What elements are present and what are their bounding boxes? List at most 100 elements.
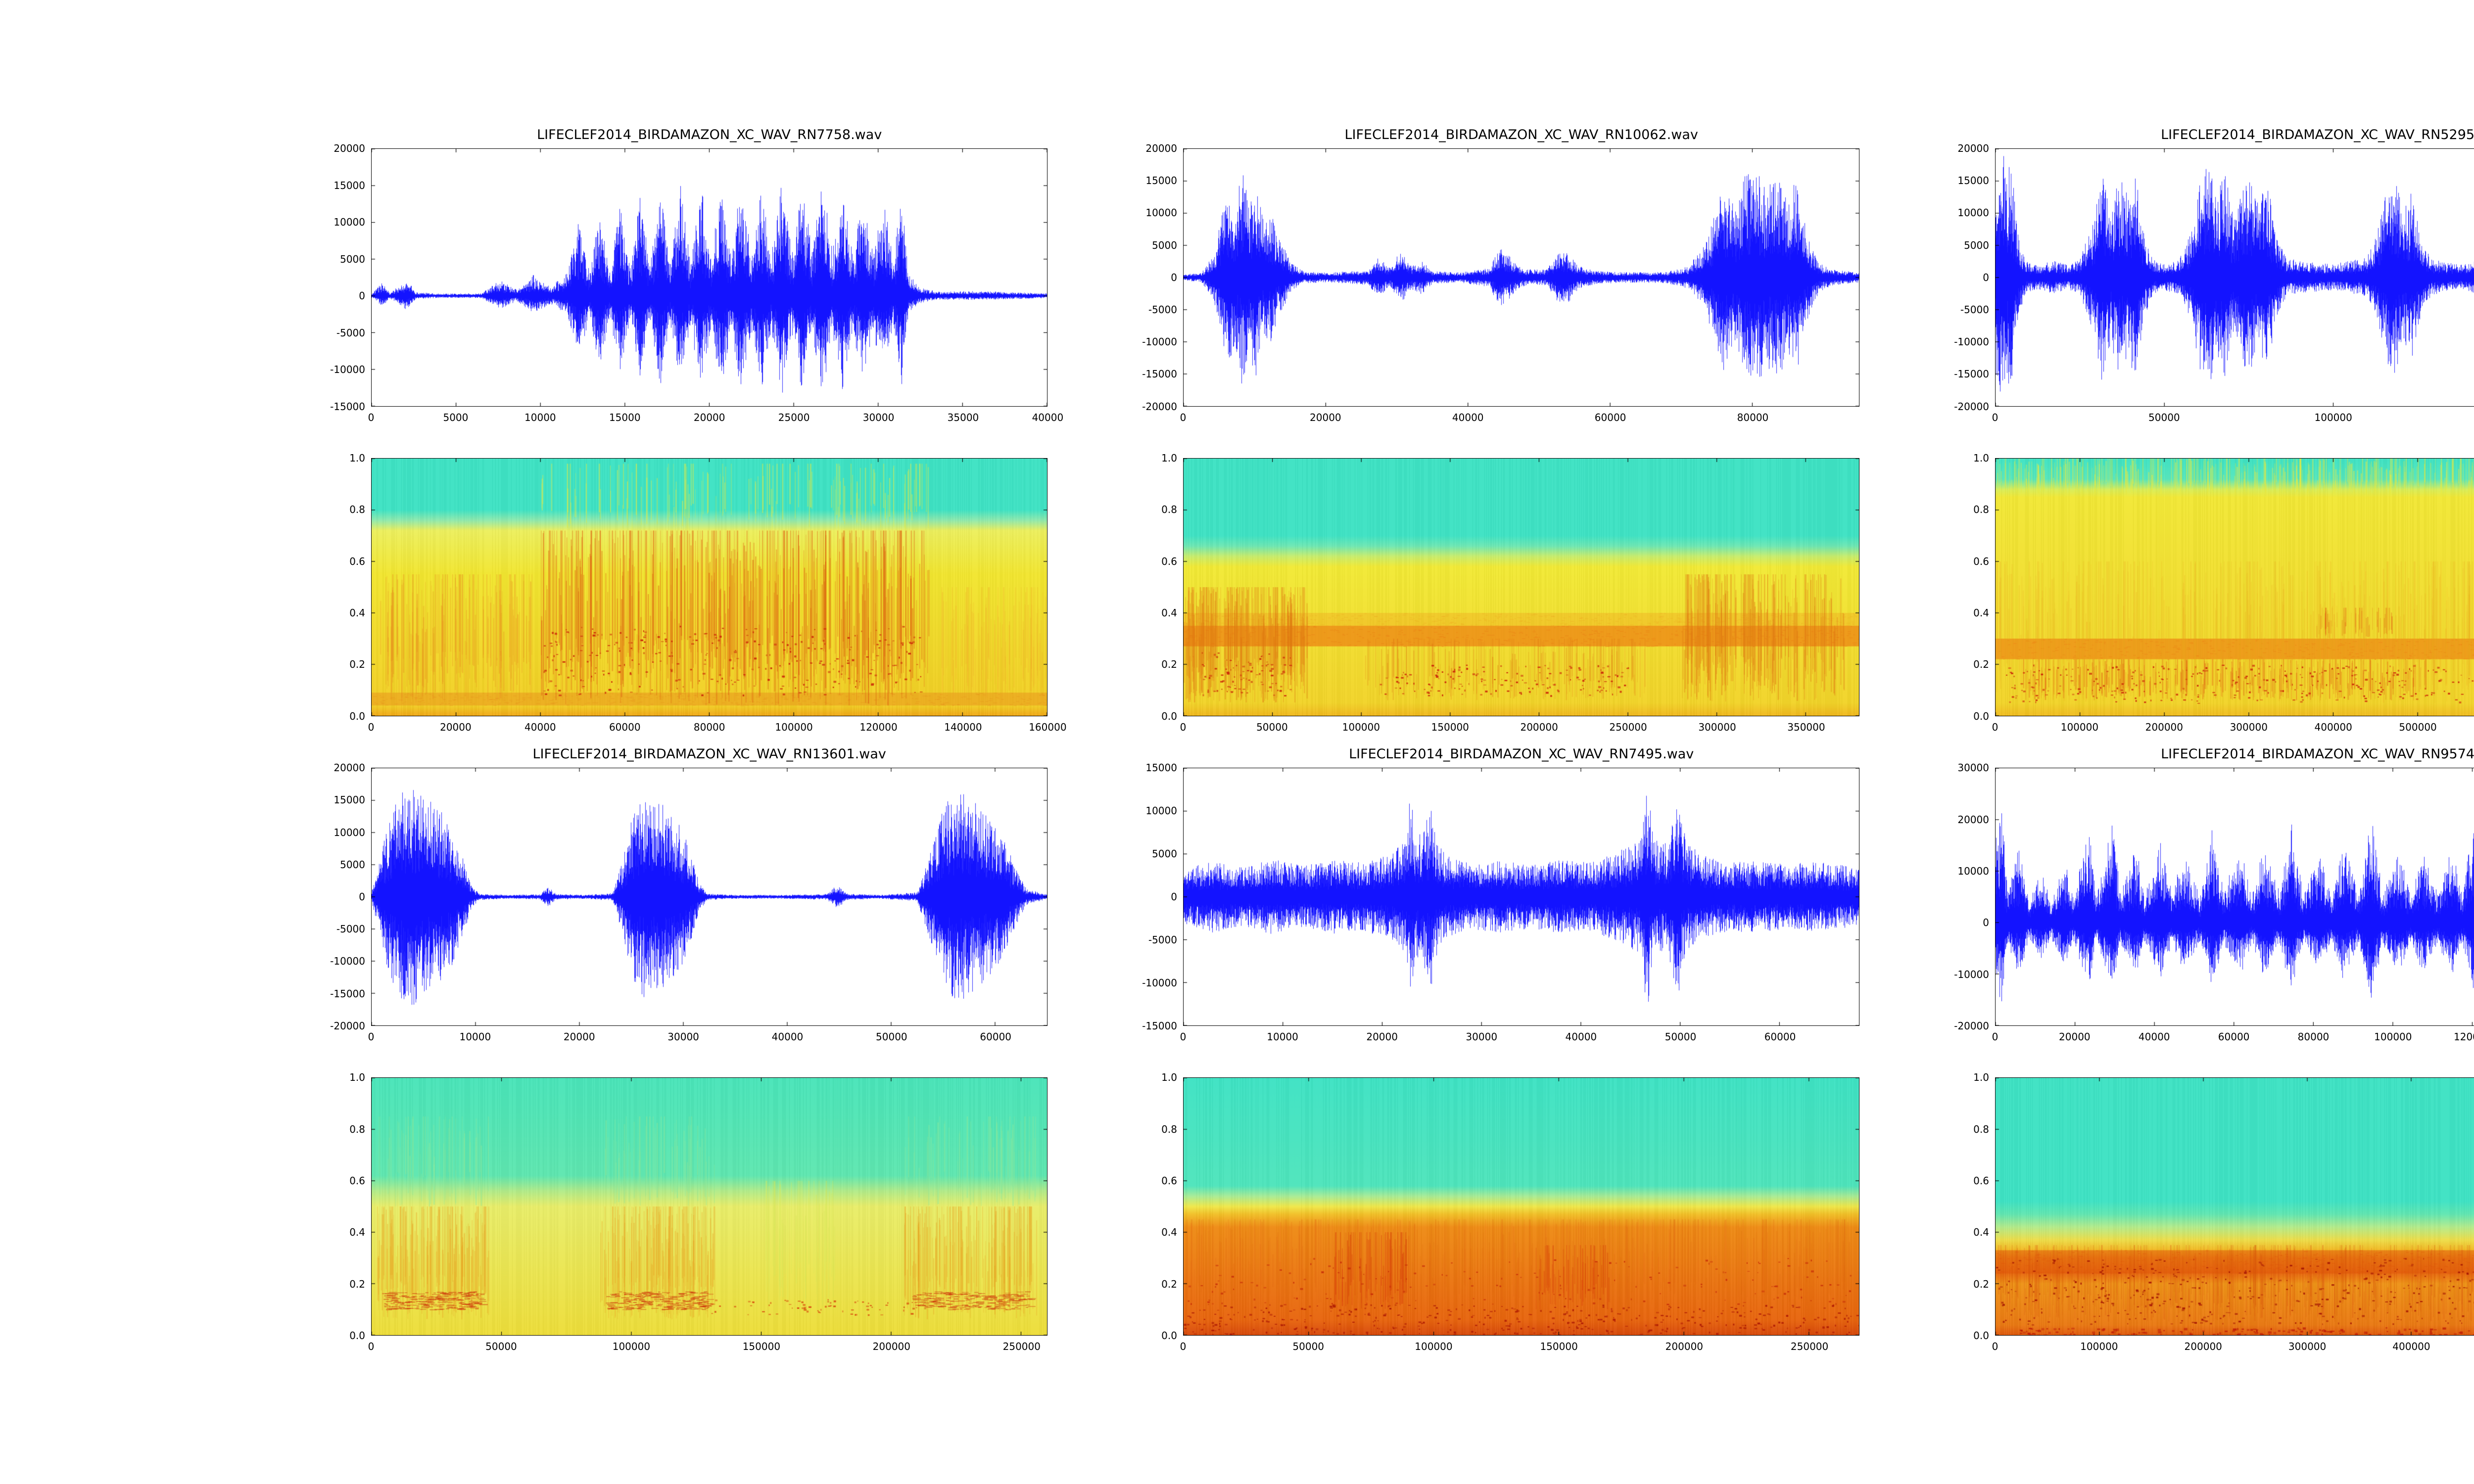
x-tick-label: 60000 — [2218, 1030, 2250, 1043]
x-tick-label: 400000 — [2392, 1340, 2430, 1352]
x-tick-label: 0 — [1992, 1030, 1998, 1043]
y-tick-label: 0.2 — [1973, 658, 1989, 671]
y-tick-label: 15000 — [333, 794, 365, 806]
y-tick-label: 0.4 — [349, 1226, 365, 1239]
x-tick-label: 140000 — [944, 721, 982, 733]
x-tick-label: 60000 — [1594, 411, 1626, 423]
x-tick-label: 100000 — [2060, 721, 2099, 733]
y-tick-label: 10000 — [1145, 207, 1177, 219]
y-tick-label: 0 — [359, 290, 365, 302]
x-tick-label: 10000 — [459, 1030, 491, 1043]
y-tick-label: 15000 — [1145, 762, 1177, 774]
y-tick-label: 0.6 — [1161, 555, 1177, 567]
y-tick-label: 0.4 — [349, 607, 365, 619]
x-tick-label: 10000 — [1267, 1030, 1298, 1043]
x-tick-label: 20000 — [2059, 1030, 2091, 1043]
y-tick-label: -15000 — [1142, 368, 1177, 380]
x-tick-label: 350000 — [1787, 721, 1825, 733]
subplot-spectrogram-rn5295: 1.0 0.8 0.6 0.4 0.2 0.0 0 100000 200000 300000 40… — [1973, 452, 2474, 733]
x-tick-label: 120000 — [2454, 1030, 2474, 1043]
subplot-waveform-rn13601: LIFECLEF2014_BIRDAMAZON_XC_WAV_RN13601.w… — [330, 746, 1048, 1043]
y-tick-label: 0.0 — [1161, 1329, 1177, 1342]
spectrogram-plot-canvas — [1995, 458, 2474, 716]
y-tick-label: -15000 — [330, 987, 365, 1000]
y-tick-label: 20000 — [333, 762, 365, 774]
subplot-spectrogram-rn10062: 1.0 0.8 0.6 0.4 0.2 0.0 0 50000 100000 150000 200… — [1161, 452, 1860, 733]
x-tick-label: 50000 — [1256, 721, 1288, 733]
subplot-waveform-rn5295: LIFECLEF2014_BIRDAMAZON_XC_WAV_RN5295.wa… — [1954, 127, 2474, 423]
x-tick-label: 200000 — [1520, 721, 1558, 733]
x-tick-label: 150000 — [1540, 1340, 1578, 1352]
plot-title: LIFECLEF2014_BIRDAMAZON_XC_WAV_RN10062.w… — [1344, 127, 1698, 142]
plot-title: LIFECLEF2014_BIRDAMAZON_XC_WAV_RN5295.wa… — [2161, 127, 2474, 142]
y-tick-label: 20000 — [1145, 142, 1177, 154]
y-tick-label: 15000 — [1957, 175, 1989, 187]
y-tick-label: 0.4 — [1973, 1226, 1989, 1239]
x-tick-label: 40000 — [771, 1030, 804, 1043]
x-tick-label: 15000 — [609, 411, 641, 423]
x-tick-label: 35000 — [947, 411, 979, 423]
x-tick-label: 100000 — [612, 1340, 651, 1352]
x-tick-label: 20000 — [563, 1030, 595, 1043]
y-tick-label: 0 — [1983, 271, 1989, 283]
y-tick-label: -10000 — [1954, 968, 1989, 980]
y-tick-label: 10000 — [1145, 805, 1177, 817]
y-tick-label: -15000 — [1954, 368, 1989, 380]
y-tick-label: -10000 — [1142, 976, 1177, 989]
x-tick-label: 40000 — [1032, 411, 1064, 423]
plot-title: LIFECLEF2014_BIRDAMAZON_XC_WAV_RN9574.wa… — [2161, 746, 2474, 762]
x-tick-label: 20000 — [693, 411, 725, 423]
x-tick-label: 5000 — [443, 411, 469, 423]
y-tick-label: 0.2 — [1161, 658, 1177, 671]
x-tick-label: 0 — [1180, 411, 1187, 423]
x-tick-label: 0 — [368, 1340, 375, 1352]
y-tick-label: -20000 — [1954, 1020, 1989, 1032]
x-tick-label: 30000 — [1466, 1030, 1498, 1043]
x-tick-label: 100000 — [1415, 1340, 1453, 1352]
y-tick-label: 0.4 — [1161, 1226, 1177, 1239]
y-tick-label: 15000 — [333, 179, 365, 191]
x-tick-label: 300000 — [2288, 1340, 2327, 1352]
y-tick-label: 0.4 — [1161, 607, 1177, 619]
x-tick-label: 100000 — [775, 721, 813, 733]
x-tick-label: 300000 — [2230, 721, 2268, 733]
y-tick-label: 5000 — [1964, 239, 1989, 251]
y-tick-label: 30000 — [1957, 762, 1989, 774]
x-tick-label: 30000 — [862, 411, 895, 423]
y-tick-label: -5000 — [336, 923, 365, 935]
spectrogram-plot-canvas — [371, 1077, 1048, 1336]
x-tick-label: 100000 — [2314, 411, 2352, 423]
y-tick-label: 0 — [1171, 271, 1177, 283]
y-tick-label: 0.0 — [1161, 710, 1177, 722]
y-tick-label: 0.2 — [349, 658, 365, 671]
x-tick-label: 200000 — [872, 1340, 911, 1352]
waveform-plot-canvas — [1183, 148, 1860, 407]
x-tick-label: 100000 — [1342, 721, 1380, 733]
plot-title: LIFECLEF2014_BIRDAMAZON_XC_WAV_RN7495.wa… — [1349, 746, 1694, 762]
waveform-plot-canvas — [1995, 148, 2474, 407]
x-tick-label: 0 — [1992, 411, 1998, 423]
y-tick-label: 0.2 — [1973, 1278, 1989, 1290]
y-tick-label: 0.0 — [1973, 710, 1989, 722]
y-tick-label: 20000 — [1957, 813, 1989, 826]
x-tick-label: 40000 — [1565, 1030, 1597, 1043]
x-tick-label: 100000 — [2080, 1340, 2118, 1352]
y-tick-label: 1.0 — [1973, 452, 1989, 464]
subplot-waveform-rn9574: LIFECLEF2014_BIRDAMAZON_XC_WAV_RN9574.wa… — [1954, 746, 2474, 1043]
x-tick-label: 500000 — [2399, 721, 2437, 733]
y-tick-label: -10000 — [330, 955, 365, 968]
y-tick-label: 0.0 — [349, 1329, 365, 1342]
spectrogram-plot-canvas — [1995, 1077, 2474, 1336]
x-tick-label: 80000 — [1737, 411, 1769, 423]
y-tick-label: 0.2 — [349, 1278, 365, 1290]
subplot-spectrogram-rn7758: 1.0 0.8 0.6 0.4 0.2 0.0 0 20000 40000 60000 80000… — [349, 452, 1066, 733]
y-tick-label: 0.6 — [1161, 1174, 1177, 1187]
spectrogram-plot-canvas — [1183, 458, 1860, 716]
waveform-plot-canvas — [371, 148, 1048, 407]
y-tick-label: 0.8 — [349, 1123, 365, 1135]
subplot-spectrogram-rn7495: 1.0 0.8 0.6 0.4 0.2 0.0 0 50000 100000 150000 200… — [1161, 1071, 1860, 1352]
y-tick-label: -5000 — [1148, 933, 1177, 946]
spectrogram-plot-canvas — [1183, 1077, 1860, 1336]
y-tick-label: -10000 — [1954, 336, 1989, 348]
